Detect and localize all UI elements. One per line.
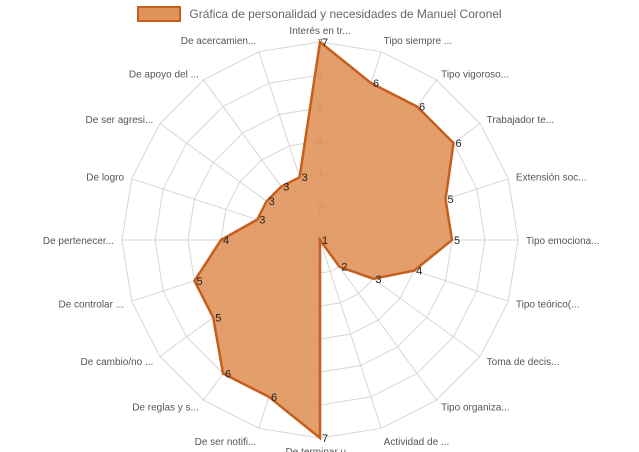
axis-label: De reglas y s... xyxy=(132,403,199,414)
axis-label: De cambio/no ... xyxy=(81,357,154,368)
legend-swatch xyxy=(137,6,182,22)
data-label: 4 xyxy=(416,266,422,278)
axis-label: De ser agresi... xyxy=(86,115,154,126)
axis-label: Toma de decis... xyxy=(487,357,560,368)
data-label: 3 xyxy=(269,196,275,208)
data-label: 5 xyxy=(196,276,202,288)
axis-label: De acercamien... xyxy=(181,36,257,47)
axis-label: Trabajador te... xyxy=(487,115,554,126)
axis-label: Tipo organiza... xyxy=(441,403,510,414)
axis-label: De pertenecer... xyxy=(43,236,114,247)
data-label: 3 xyxy=(302,172,308,184)
legend[interactable]: Gráfica de personalidad y necesidades de… xyxy=(0,6,639,22)
data-label: 6 xyxy=(225,368,231,380)
grid-spoke xyxy=(319,239,382,429)
axis-label: Actividad de ... xyxy=(384,437,450,448)
axis-label: De terminar u... xyxy=(286,447,355,452)
legend-label: Gráfica de personalidad y necesidades de… xyxy=(189,7,502,21)
axis-label: Interés en tr... xyxy=(289,26,350,37)
axis-label: Tipo vigoroso... xyxy=(441,69,509,80)
axis-label: Tipo emociona... xyxy=(526,236,600,247)
data-label: 7 xyxy=(322,37,328,49)
axis-label: De controlar ... xyxy=(58,300,124,311)
axis-label: Tipo teórico(... xyxy=(516,300,580,311)
data-label: 4 xyxy=(223,235,229,247)
data-label: 3 xyxy=(283,182,289,194)
data-label: 3 xyxy=(375,274,381,286)
data-label: 6 xyxy=(419,102,425,114)
data-label: 2 xyxy=(341,262,347,274)
data-label: 5 xyxy=(448,194,454,206)
data-label: 3 xyxy=(259,215,265,227)
data-label: 6 xyxy=(455,138,461,150)
data-label: 1 xyxy=(322,235,328,247)
axis-label: De logro xyxy=(86,172,124,183)
axis-label: De apoyo del ... xyxy=(129,69,199,80)
axis-label: Tipo siempre ... xyxy=(384,36,453,47)
series-area xyxy=(193,39,455,441)
data-label: 6 xyxy=(373,78,379,90)
data-label: 6 xyxy=(271,392,277,404)
data-label: 5 xyxy=(454,235,460,247)
axis-label: De ser notifi... xyxy=(195,437,257,448)
data-label: 7 xyxy=(322,433,328,445)
data-label: 5 xyxy=(215,313,221,325)
axis-label: Extensión soc... xyxy=(516,172,587,183)
